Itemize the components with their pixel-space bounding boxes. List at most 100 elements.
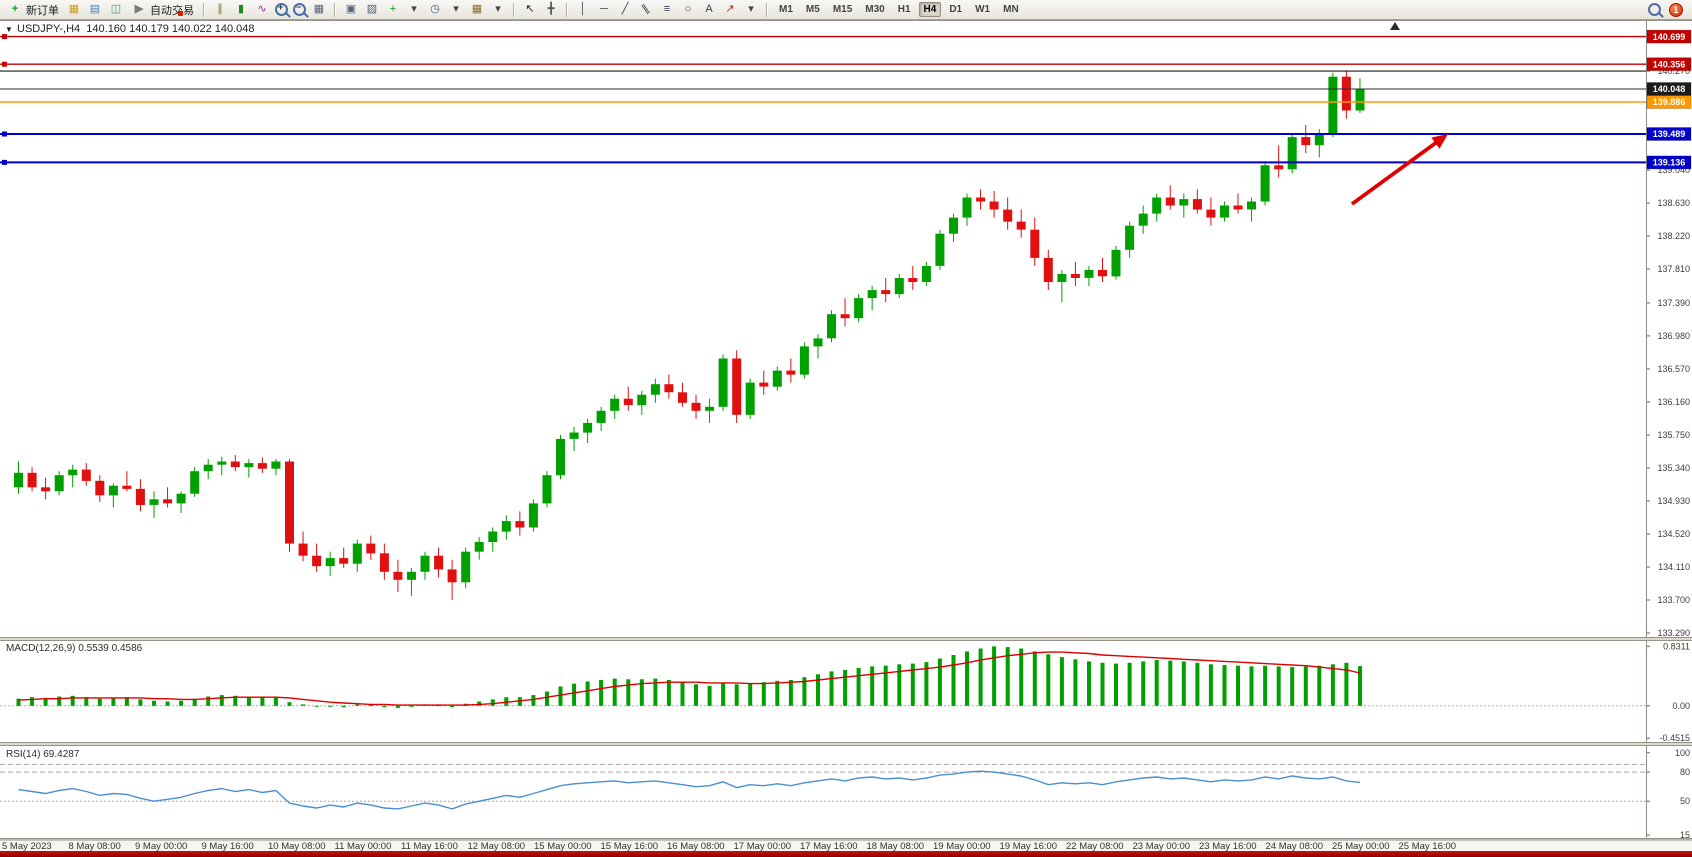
candle-body: [881, 290, 891, 295]
timeframe-d1[interactable]: D1: [949, 4, 963, 15]
trend-arrow-annotation[interactable]: [1350, 134, 1448, 206]
zoom-out-icon[interactable]: −: [291, 0, 308, 19]
templates-icon[interactable]: ▦: [467, 0, 487, 19]
scale-label: -0.4515: [1659, 733, 1690, 743]
arrows-dropdown-icon[interactable]: ▾: [741, 0, 761, 19]
candle-body: [867, 290, 877, 299]
tile-windows-icon[interactable]: ▦: [309, 0, 329, 19]
candle-body: [1260, 165, 1270, 202]
new-order-button[interactable]: + 新订单: [3, 0, 63, 19]
timeframe-h1[interactable]: H1: [897, 4, 911, 15]
terminal-icon[interactable]: ◫: [106, 0, 126, 19]
time-scale[interactable]: [0, 840, 1646, 851]
candle-body: [1355, 88, 1365, 111]
candle-body: [81, 469, 91, 481]
macd-bar: [1168, 660, 1173, 706]
candle-body: [1152, 197, 1162, 214]
resistance-line-lower-handle[interactable]: [2, 61, 7, 67]
price-badge: [1646, 29, 1692, 44]
templates-dropdown-icon[interactable]: ▾: [488, 0, 508, 19]
macd-bar: [1276, 666, 1281, 706]
candles-group[interactable]: [14, 70, 1365, 600]
chart-shift-marker[interactable]: [1390, 22, 1400, 30]
macd-bar: [1263, 665, 1268, 706]
blue-support-line-upper-handle[interactable]: [2, 131, 7, 137]
navigator-icon: ▤: [89, 3, 101, 15]
bar-chart-icon[interactable]: ∥: [210, 0, 230, 19]
price-badge: [1646, 57, 1692, 72]
rsi-value: 69.4287: [43, 749, 80, 760]
macd-bar: [653, 678, 658, 706]
macd-bar: [1344, 662, 1349, 706]
chart-list-icon[interactable]: ▨: [362, 0, 382, 19]
macd-bar: [70, 695, 75, 706]
timeframe-m30[interactable]: M30: [865, 4, 885, 15]
timeframe-m1[interactable]: M1: [779, 4, 793, 15]
cursor-icon[interactable]: ↖: [520, 0, 540, 19]
market-watch-icon[interactable]: ▦: [64, 0, 84, 19]
macd-bar: [287, 702, 292, 706]
macd-bar: [97, 698, 102, 706]
periods-icon[interactable]: ◷: [425, 0, 445, 19]
scale-label: 138.630: [1657, 198, 1690, 208]
candle-body: [542, 475, 552, 504]
candle-body: [1070, 274, 1080, 278]
macd-bar: [599, 680, 604, 706]
candle-body: [149, 499, 159, 505]
blue-support-line-lower-handle[interactable]: [2, 159, 7, 165]
chart-dropdown-icon[interactable]: ▼: [5, 25, 13, 34]
fibonacci-icon[interactable]: ≡: [657, 0, 677, 19]
candle-body: [556, 439, 565, 476]
candle-body: [854, 298, 864, 319]
navigator-icon[interactable]: ▤: [85, 0, 105, 19]
indicators-icon[interactable]: +: [383, 0, 403, 19]
panel-separator[interactable]: [0, 838, 1692, 841]
macd-bar: [978, 648, 983, 706]
new-chart-icon[interactable]: ▣: [341, 0, 361, 19]
indicators-dropdown-icon: ▾: [411, 3, 417, 15]
trendline-icon[interactable]: ╱: [615, 0, 635, 19]
scale-label: 15 May 16:00: [601, 841, 659, 852]
candle-body: [447, 569, 457, 583]
macd-bar: [1358, 666, 1362, 706]
line-chart-icon[interactable]: ∿: [252, 0, 272, 19]
timeframe-m5[interactable]: M5: [805, 4, 820, 15]
scale-label: 136.980: [1657, 331, 1690, 341]
resistance-line-upper-handle[interactable]: [2, 34, 7, 40]
macd-bar: [219, 695, 224, 706]
line-chart-icon: ∿: [257, 3, 267, 15]
panel-separator[interactable]: [0, 742, 1692, 746]
search-icon[interactable]: [1648, 3, 1661, 16]
panel-separator[interactable]: [0, 637, 1692, 641]
horizontal-line-icon[interactable]: ─: [594, 0, 614, 19]
timeframe-m15[interactable]: M15: [832, 4, 853, 15]
candle-body: [705, 406, 715, 411]
notification-badge[interactable]: 1: [1669, 2, 1683, 17]
vertical-line-icon[interactable]: │: [573, 0, 593, 19]
equidistant-channel-icon[interactable]: ∥: [636, 0, 656, 19]
vertical-line-icon: │: [579, 3, 587, 15]
timeframe-w1[interactable]: W1: [975, 4, 991, 15]
zoom-in-icon[interactable]: +: [273, 0, 290, 19]
scale-label: 136.160: [1657, 397, 1690, 407]
auto-trading-button[interactable]: ▶ 自动交易: [127, 0, 198, 19]
timeframe-mn[interactable]: MN: [1003, 4, 1019, 15]
candle-body: [271, 461, 281, 469]
new-order-icon: +: [11, 3, 19, 15]
crosshair-icon[interactable]: ╋: [541, 0, 561, 19]
candle-body: [1165, 197, 1175, 206]
shapes-icon[interactable]: ○: [678, 0, 698, 19]
macd-bar: [992, 646, 997, 706]
candlestick-chart-icon[interactable]: ▮: [231, 0, 251, 19]
scale-label: 136.570: [1657, 364, 1690, 374]
text-icon[interactable]: A: [699, 0, 719, 19]
candle-body: [54, 475, 64, 492]
candle-body: [664, 384, 674, 393]
candle-body: [908, 278, 918, 282]
indicators-dropdown-icon[interactable]: ▾: [404, 0, 424, 19]
price-scale[interactable]: [1647, 20, 1692, 840]
periods-dropdown-icon[interactable]: ▾: [446, 0, 466, 19]
arrows-icon[interactable]: ↗: [720, 0, 740, 19]
timeframe-h4[interactable]: H4: [918, 2, 942, 17]
